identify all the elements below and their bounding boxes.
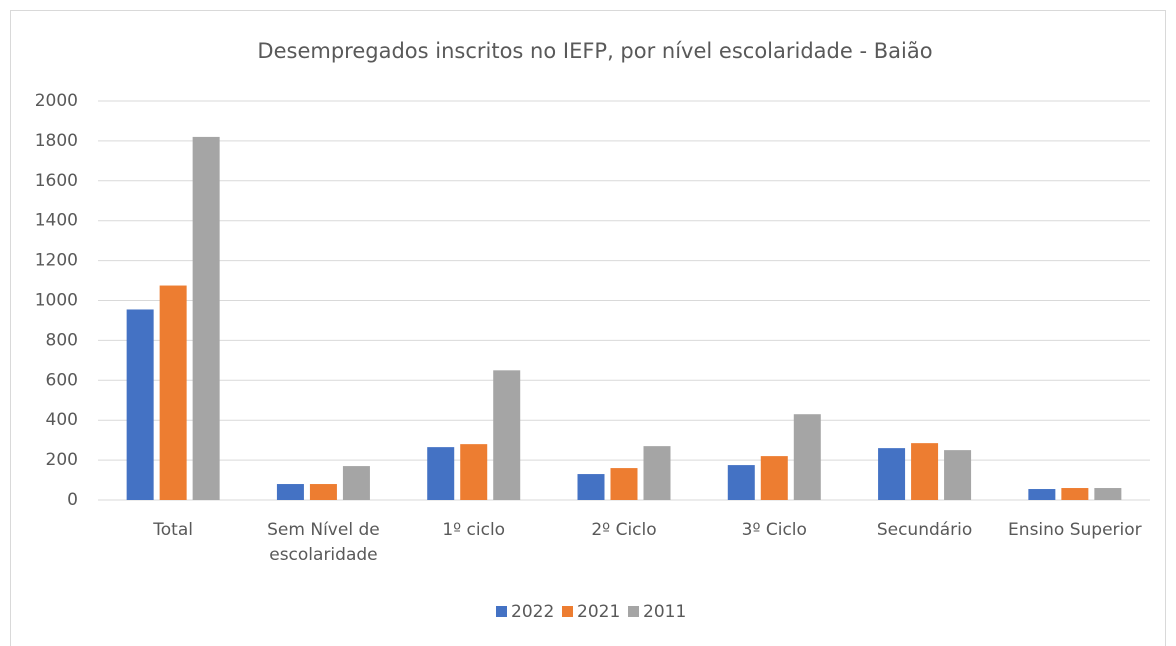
y-tick-label: 2000 (35, 91, 78, 111)
bar (1094, 488, 1122, 500)
bar (460, 444, 488, 500)
x-tick-label: 3º Ciclo (741, 520, 807, 540)
y-tick-label: 0 (67, 490, 78, 510)
bar (793, 414, 821, 500)
legend-swatch (562, 606, 573, 617)
bar (643, 446, 671, 500)
bar (878, 448, 906, 500)
bar (911, 443, 939, 500)
legend-label: 2011 (643, 602, 686, 622)
bar (1028, 489, 1056, 500)
legend-label: 2021 (577, 602, 620, 622)
bar (276, 484, 304, 500)
y-tick-label: 1200 (35, 251, 78, 271)
legend-swatch (628, 606, 639, 617)
bar (493, 370, 521, 500)
x-tick-label: 2º Ciclo (591, 520, 657, 540)
bar (610, 468, 638, 500)
bar (192, 136, 220, 500)
bar (727, 465, 755, 500)
x-tick-label: Total (153, 520, 193, 540)
x-tick-label: 1º ciclo (442, 520, 506, 540)
bar (577, 474, 605, 500)
bar (342, 466, 370, 500)
bar (760, 456, 788, 500)
bar (309, 484, 337, 500)
y-tick-label: 1600 (35, 171, 78, 191)
bar (126, 309, 154, 500)
bar (427, 447, 455, 500)
x-tick-label: Ensino Superior (1008, 520, 1142, 540)
y-tick-label: 1400 (35, 211, 78, 231)
x-tick-label: Secundário (876, 520, 973, 540)
x-tick-label: Sem Nível de escolaridade (267, 520, 380, 565)
y-tick-label: 200 (46, 450, 78, 470)
legend-swatch (496, 606, 507, 617)
y-tick-label: 600 (46, 370, 78, 390)
chart-frame (10, 10, 1166, 646)
y-tick-label: 400 (46, 410, 78, 430)
bar (1061, 488, 1089, 500)
legend-label: 2022 (511, 602, 554, 622)
chart-title: Desempregados inscritos no IEFP, por nív… (257, 39, 932, 63)
y-tick-label: 800 (46, 330, 78, 350)
y-tick-label: 1800 (35, 131, 78, 151)
y-tick-label: 1000 (35, 291, 78, 311)
bar (159, 285, 187, 500)
bar (944, 450, 972, 500)
